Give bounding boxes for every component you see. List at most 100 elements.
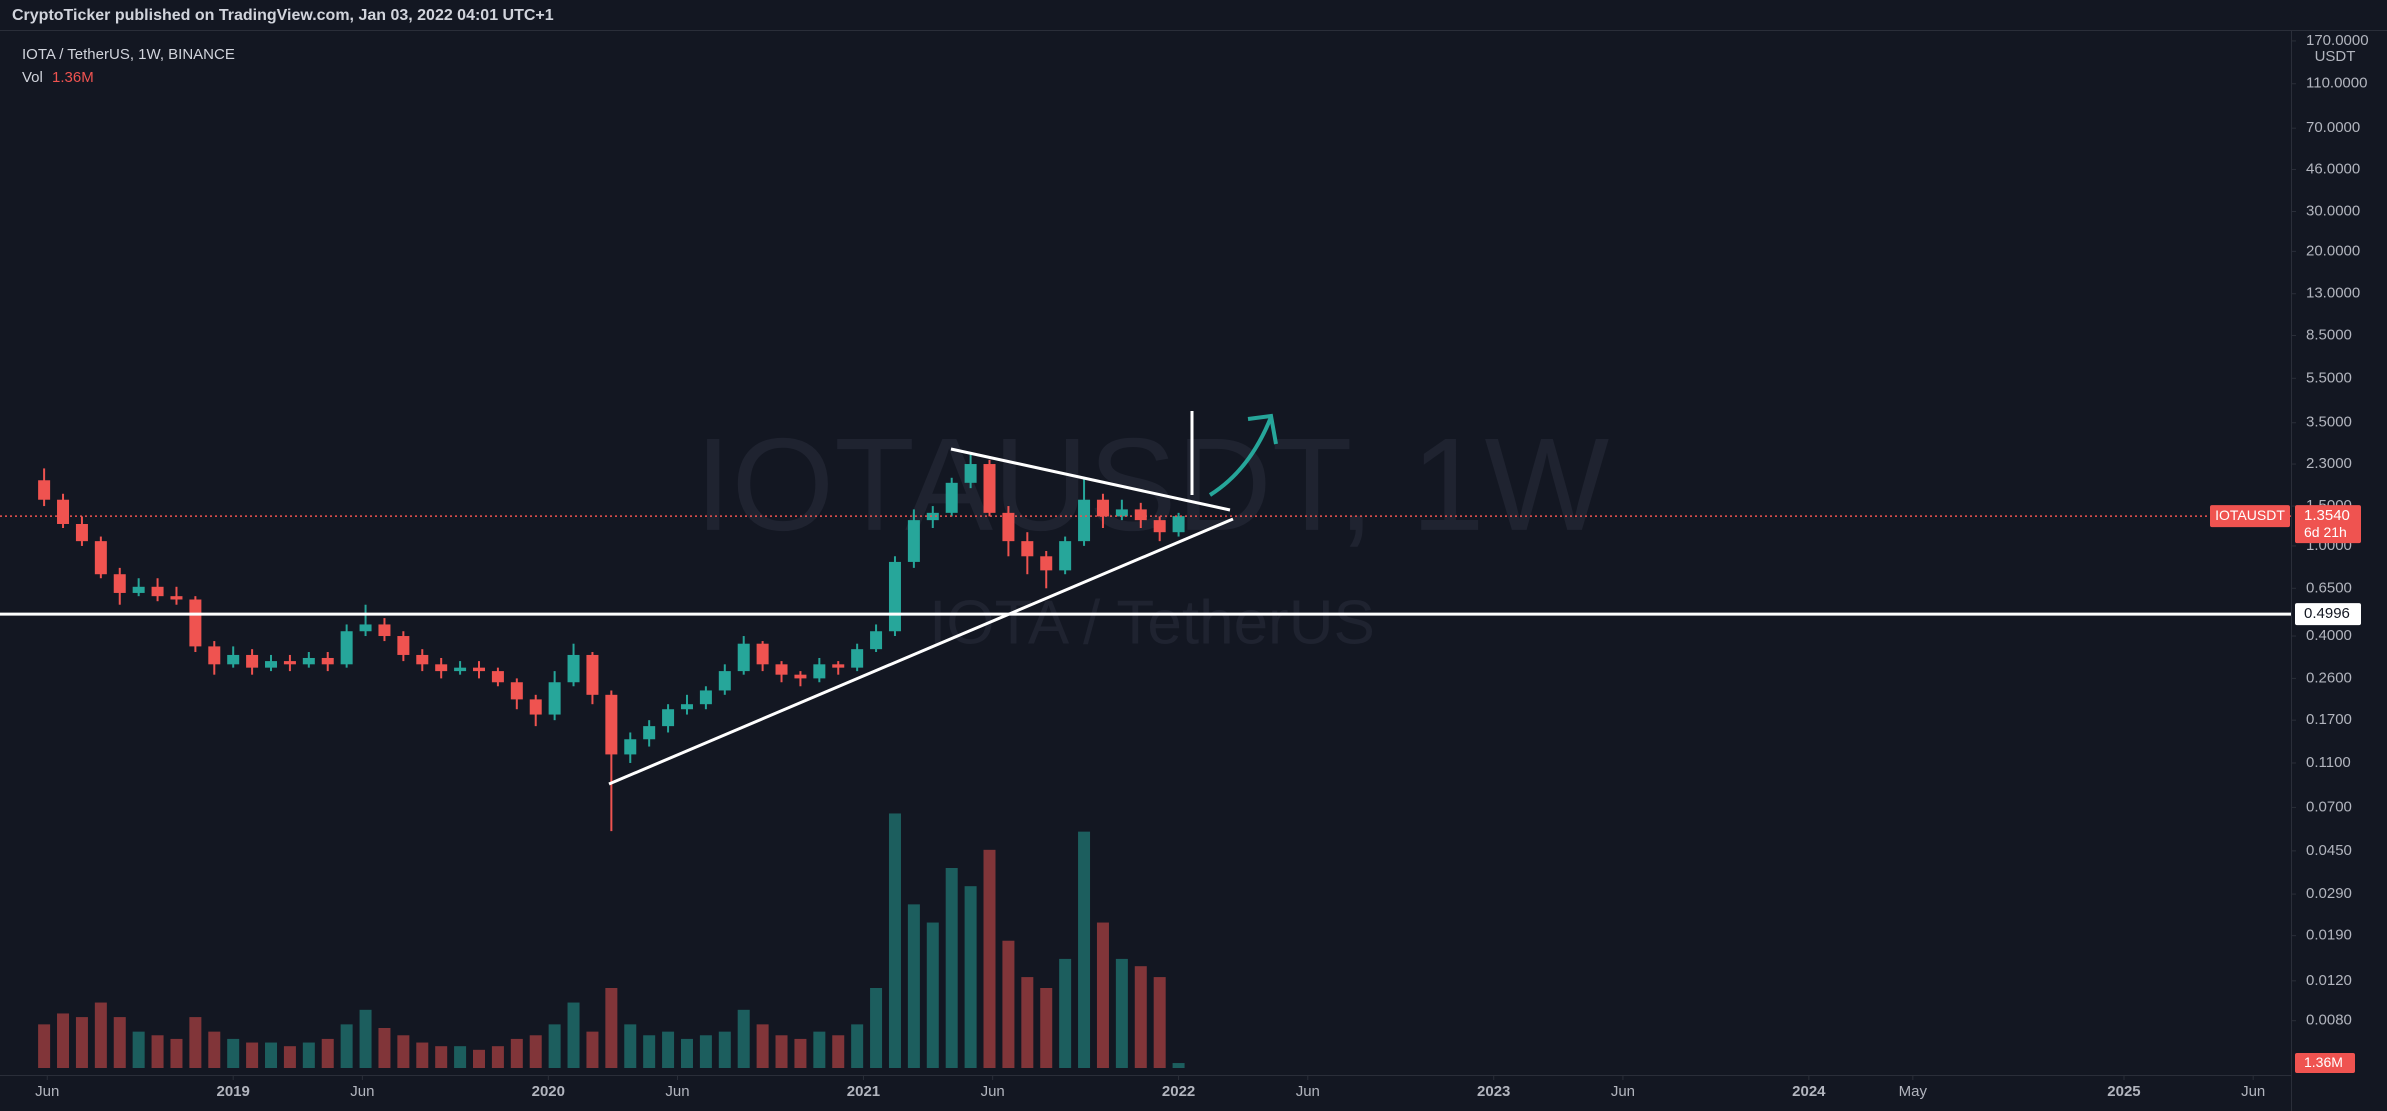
x-tick-label: 2023 [1477, 1083, 1510, 1100]
y-tick-label: 0.1700 [2306, 711, 2352, 728]
volume-bar [170, 1038, 183, 1068]
volume-bar [945, 868, 958, 1068]
y-tick-label: 2.3000 [2306, 455, 2352, 472]
volume-bar [38, 1024, 51, 1068]
candle-body [870, 631, 883, 650]
volume-bar [132, 1031, 145, 1068]
volume-bar [832, 1035, 845, 1068]
header: CryptoTicker published on TradingView.co… [12, 7, 554, 24]
volume-bar [643, 1035, 656, 1068]
price-layer [0, 451, 2291, 832]
candle-body [170, 596, 183, 600]
candle-body [227, 654, 240, 665]
volume-bar [340, 1024, 353, 1068]
volume-bar [718, 1031, 731, 1068]
watermark: IOTAUSDT, 1W [695, 411, 1610, 558]
y-tick-label: 8.5000 [2306, 326, 2352, 343]
y-tick-label: 110.0000 [2306, 75, 2367, 92]
x-tick-label: Jun [350, 1083, 374, 1100]
candle-body [38, 480, 51, 500]
candle-body [302, 657, 315, 665]
volume-bar [1172, 1063, 1185, 1068]
volume-bar [926, 922, 939, 1068]
y-tick-label: 70.0000 [2306, 119, 2360, 136]
candle-body [94, 541, 107, 575]
volume-bar [378, 1028, 391, 1068]
candle-body [718, 671, 731, 691]
candle-body [359, 624, 372, 632]
breakout-arrow [1208, 416, 1273, 497]
candle-body [132, 586, 145, 593]
x-tick-label: Jun [1296, 1083, 1320, 1100]
candle-body [151, 586, 164, 597]
volume-bar [851, 1024, 864, 1068]
volume-title: Vol [22, 69, 43, 86]
y-tick-label: 20.0000 [2306, 242, 2360, 259]
candle-body [1040, 556, 1053, 571]
volume-layer [38, 813, 1185, 1068]
y-tick-label: 0.0290 [2306, 885, 2352, 902]
x-tick-label: Jun [1611, 1083, 1635, 1100]
volume-bar [491, 1046, 504, 1068]
volume-bar [699, 1035, 712, 1068]
x-tick-label: Jun [981, 1083, 1005, 1100]
candle-body [340, 631, 353, 665]
countdown-label: 6d 21h [2304, 524, 2347, 540]
y-tick-label: 0.6500 [2306, 579, 2352, 596]
y-tick-label: 0.2600 [2306, 669, 2352, 686]
volume-bar [888, 813, 901, 1068]
candle-body [113, 574, 126, 593]
candle-body [246, 654, 259, 668]
candle-body [643, 726, 656, 740]
volume-bar [302, 1042, 315, 1068]
volume-bar [246, 1042, 259, 1068]
volume-bar [1059, 958, 1072, 1068]
x-tick-label: 2024 [1792, 1083, 1826, 1100]
candle-body [926, 512, 939, 521]
volume-bar [1002, 940, 1015, 1068]
candle-body [491, 671, 504, 683]
volume-bar [510, 1038, 523, 1068]
candle-body [851, 649, 864, 668]
volume-bar [907, 904, 920, 1068]
candle-body [1115, 509, 1128, 517]
candle-body [813, 664, 826, 679]
candle-body [321, 657, 334, 665]
candle-body [737, 643, 750, 672]
volume-bar [756, 1024, 769, 1068]
y-tick-label: 0.1100 [2306, 754, 2351, 771]
candle-body [624, 739, 637, 755]
candle-body [283, 661, 296, 665]
volume-bar [208, 1031, 221, 1068]
volume-bar [472, 1049, 485, 1068]
symbol-title: IOTA / TetherUS, 1W, BINANCE [22, 46, 235, 63]
volume-bar [737, 1009, 750, 1068]
x-tick-label: Jun [2241, 1083, 2265, 1100]
candle-body [756, 643, 769, 665]
candle-body [1134, 509, 1147, 521]
x-tick-label: Jun [35, 1083, 59, 1100]
support-trendline [608, 517, 1234, 786]
volume-bar [435, 1046, 448, 1068]
y-tick-label: 0.0080 [2306, 1012, 2352, 1029]
volume-bar [265, 1042, 278, 1068]
volume-bar [1153, 977, 1166, 1068]
candle-body [1153, 520, 1166, 533]
drawings [608, 411, 1278, 786]
volume-bar [662, 1031, 675, 1068]
volume-bar [1021, 977, 1034, 1068]
candle-body [1021, 541, 1034, 557]
x-tick-label: 2022 [1162, 1083, 1195, 1100]
volume-bar [57, 1013, 70, 1068]
volume-bar [416, 1042, 429, 1068]
volume-bar [983, 849, 996, 1068]
y-tick-label: 3.5000 [2306, 414, 2352, 431]
volume-bar [397, 1035, 410, 1068]
y-tick-label: 0.4000 [2306, 627, 2352, 644]
candle-body [378, 624, 391, 637]
candle-body [888, 561, 901, 632]
candle-body [794, 674, 807, 679]
y-tick-label: 13.0000 [2306, 285, 2360, 302]
candle-body [699, 690, 712, 705]
